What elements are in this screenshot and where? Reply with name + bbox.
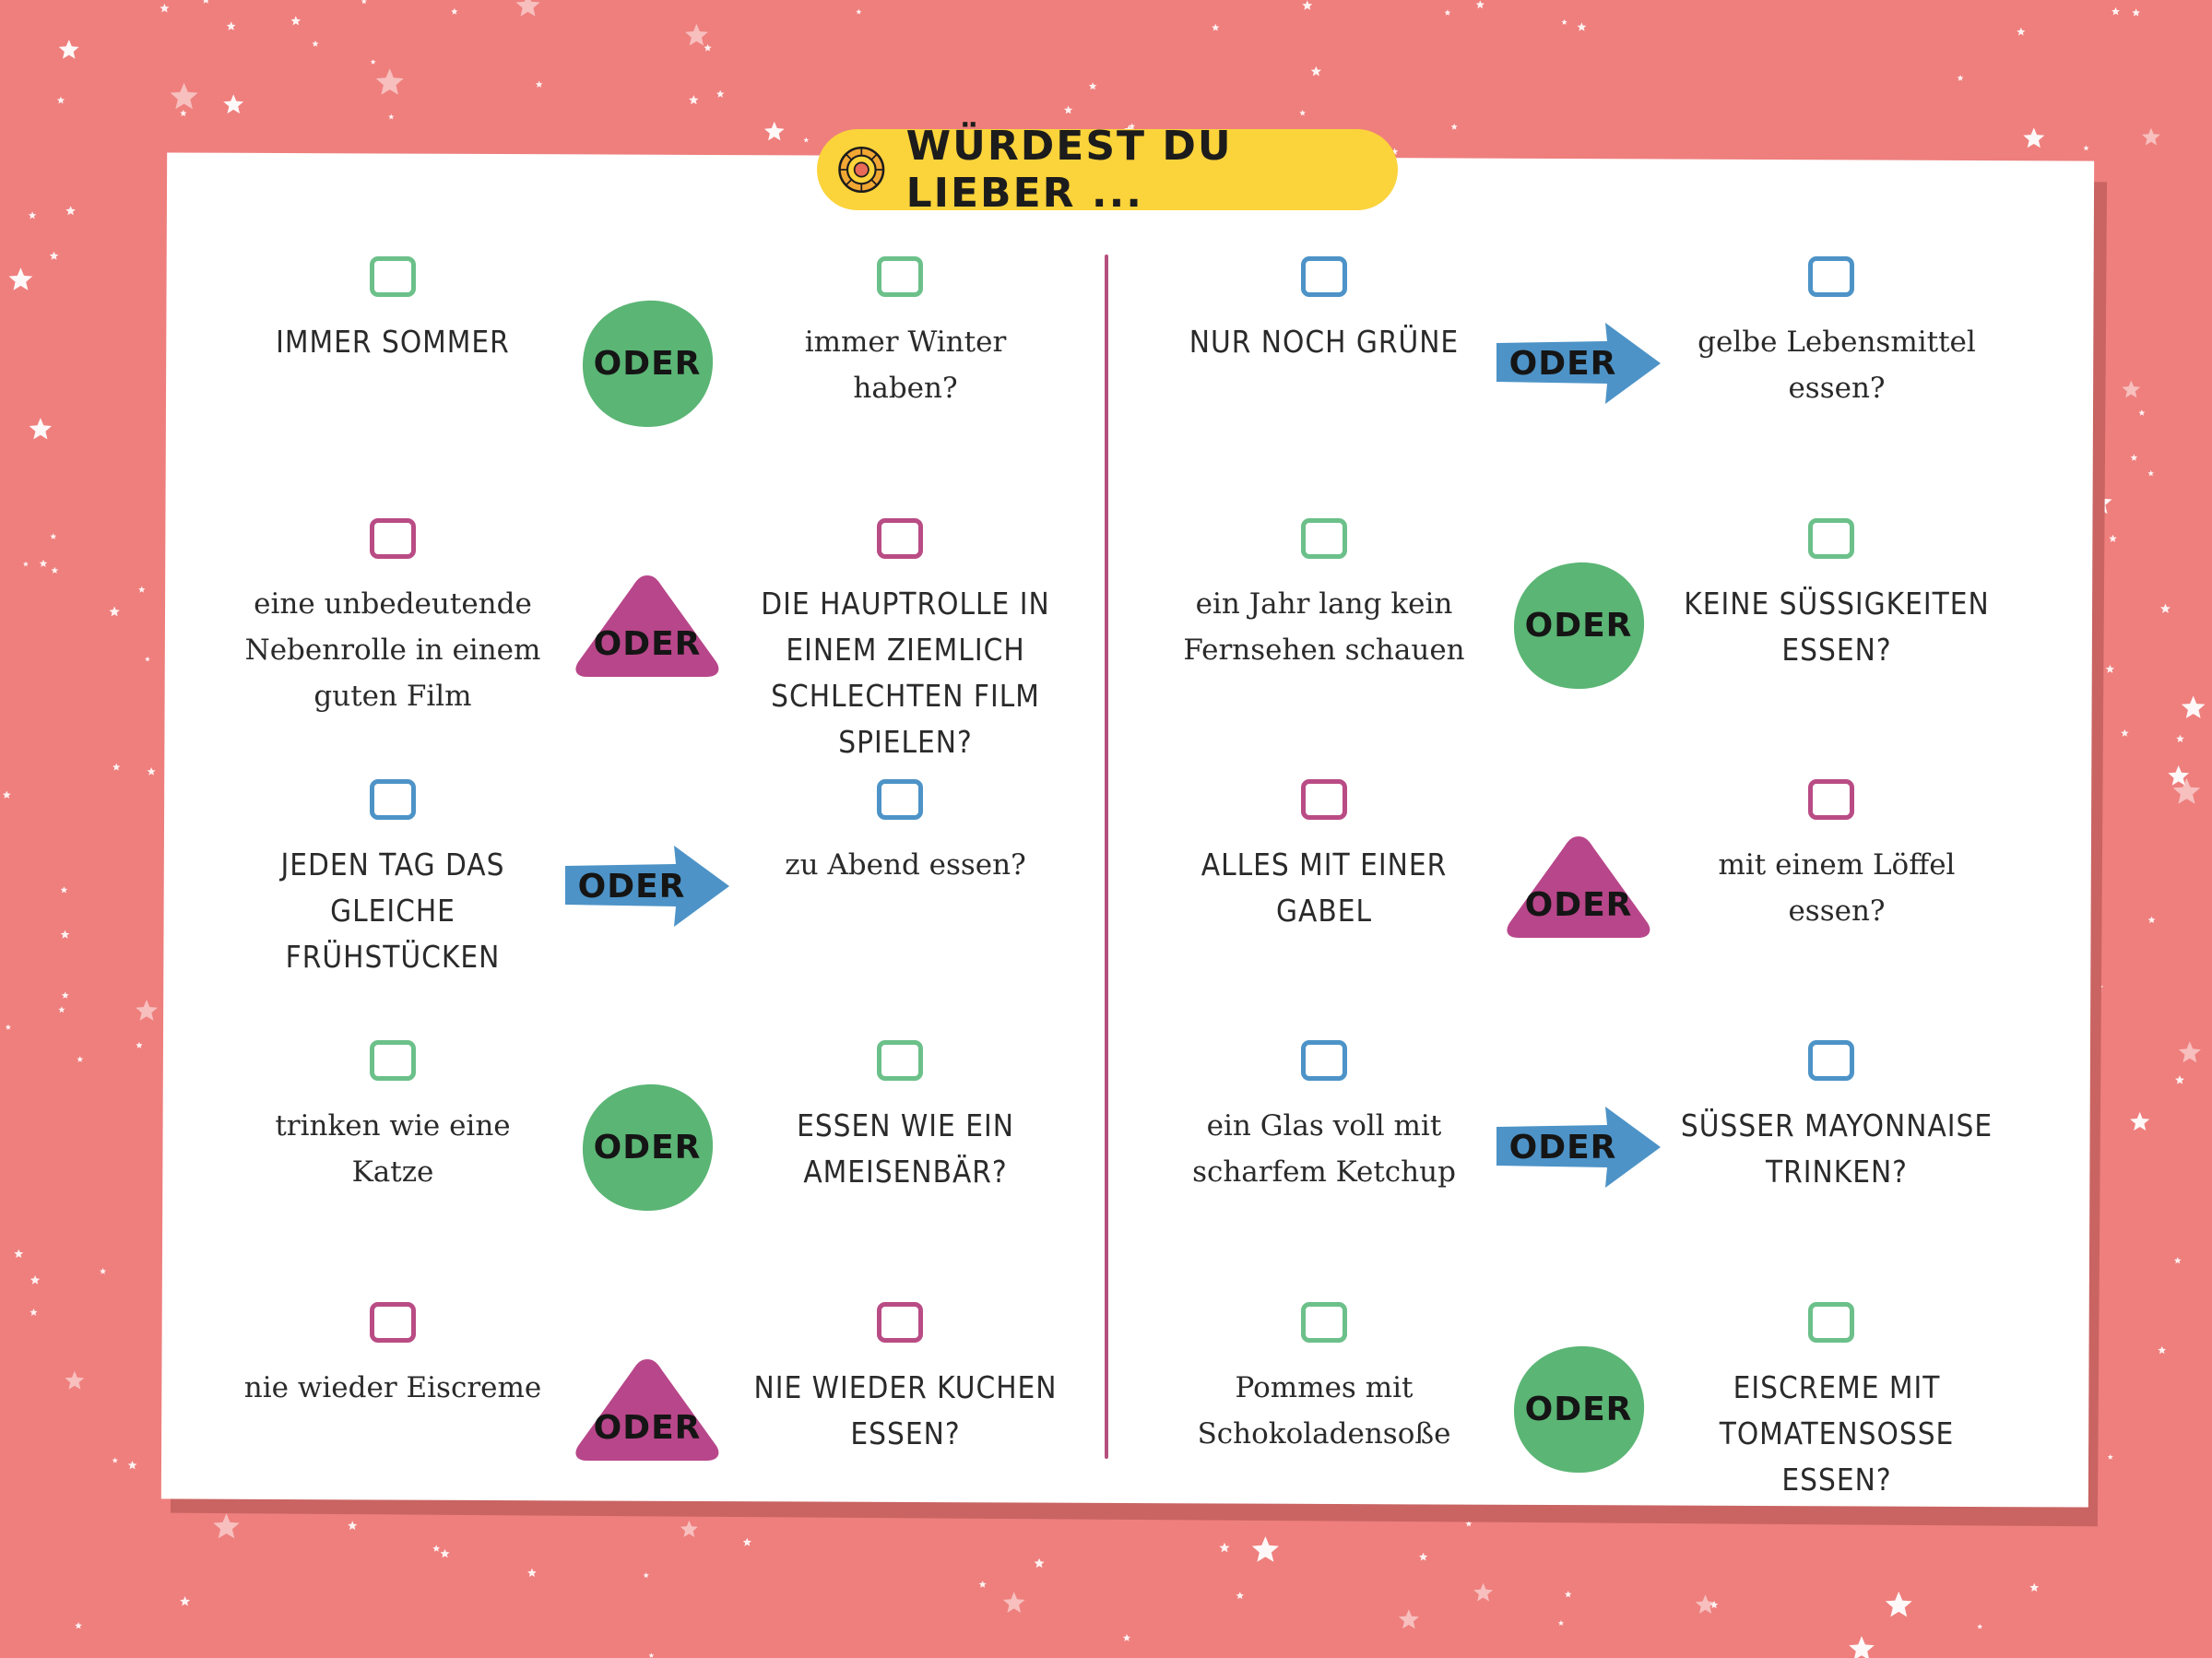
oder-label: ODER bbox=[1524, 885, 1633, 924]
oder-label: ODER bbox=[1508, 344, 1617, 383]
question-row: eine unbedeutende Nebenrolle in einem gu… bbox=[214, 516, 1228, 760]
option-a-text: trinken wie eine Katze bbox=[275, 1109, 511, 1189]
oder-label: ODER bbox=[593, 1128, 702, 1167]
option-a-text: Pommes mit Schokoladensoße bbox=[1197, 1371, 1451, 1451]
oder-label: ODER bbox=[593, 624, 702, 663]
option-a-checkbox[interactable] bbox=[370, 1302, 416, 1343]
option-a-checkbox[interactable] bbox=[370, 518, 416, 559]
option-b-text: SÜSSER MAYONNAISE TRINKEN? bbox=[1680, 1107, 1993, 1190]
option-a-checkbox[interactable] bbox=[1301, 1040, 1347, 1081]
option-a-text: NUR NOCH GRÜNE bbox=[1189, 324, 1460, 360]
option-a-checkbox[interactable] bbox=[1301, 256, 1347, 297]
option-b-text: mit einem Löffel essen? bbox=[1718, 848, 1956, 928]
sun-icon bbox=[838, 146, 885, 194]
option-b-text: NIE WIEDER KUCHEN ESSEN? bbox=[753, 1369, 1058, 1451]
question-row: ein Jahr lang kein Fernsehen schauen KEIN… bbox=[1145, 516, 2159, 747]
oder-label: ODER bbox=[593, 1408, 702, 1447]
oder-arrow-badge: ODER bbox=[563, 844, 731, 929]
option-a-text: JEDEN TAG DAS GLEICHE FRÜHSTÜCKEN bbox=[280, 847, 505, 975]
question-row: ein Glas voll mit scharfem Ketchup SÜSSER… bbox=[1145, 1038, 2159, 1269]
option-a-text: eine unbedeutende Nebenrolle in einem gu… bbox=[244, 587, 541, 713]
column-divider bbox=[1105, 255, 1108, 1459]
option-b-text: immer Winter haben? bbox=[804, 326, 1007, 405]
option-a-checkbox[interactable] bbox=[1301, 779, 1347, 820]
option-a-text: ein Glas voll mit scharfem Ketchup bbox=[1192, 1109, 1456, 1189]
question-row: IMMER SOMMER immer Winter haben? ODER bbox=[214, 255, 1228, 485]
option-a-checkbox[interactable] bbox=[1301, 1302, 1347, 1343]
oder-label: ODER bbox=[1524, 1390, 1633, 1428]
oder-circle-badge: ODER bbox=[1509, 559, 1648, 693]
oder-arrow-badge: ODER bbox=[1495, 321, 1662, 406]
option-a-checkbox[interactable] bbox=[370, 256, 416, 297]
oder-triangle-badge: ODER bbox=[573, 1354, 722, 1464]
oder-label: ODER bbox=[593, 344, 702, 383]
oder-triangle-badge: ODER bbox=[1504, 831, 1653, 942]
option-b-text: EISCREME MIT TOMATENSOSSE ESSEN? bbox=[1719, 1369, 1955, 1498]
option-b-checkbox[interactable] bbox=[877, 1302, 923, 1343]
question-row: nie wieder Eiscreme NIE WIEDER KUCHEN ESS… bbox=[214, 1300, 1228, 1531]
option-a-text: ALLES MIT EINER GABEL bbox=[1201, 847, 1448, 929]
option-a-text: nie wieder Eiscreme bbox=[243, 1371, 542, 1404]
option-b-text: ESSEN WIE EIN AMEISENBÄR? bbox=[797, 1107, 1014, 1190]
option-b-text: DIE HAUPTROLLE IN EINEM ZIEMLICH SCHLECH… bbox=[761, 586, 1050, 760]
page-title: WÜRDEST DU LIEBER ... bbox=[905, 123, 1233, 217]
option-a-text: IMMER SOMMER bbox=[276, 324, 510, 360]
oder-label: ODER bbox=[1524, 606, 1633, 645]
question-row: JEDEN TAG DAS GLEICHE FRÜHSTÜCKEN zu Aben… bbox=[214, 777, 1228, 1008]
oder-circle-badge: ODER bbox=[578, 297, 716, 431]
question-row: ALLES MIT EINER GABEL mit einem Löffel es… bbox=[1145, 777, 2159, 1008]
option-b-checkbox[interactable] bbox=[1808, 518, 1854, 559]
option-b-text: zu Abend essen? bbox=[785, 848, 1026, 882]
option-b-checkbox[interactable] bbox=[877, 779, 923, 820]
title-banner: WÜRDEST DU LIEBER ... bbox=[817, 123, 1398, 217]
option-b-checkbox[interactable] bbox=[877, 518, 923, 559]
question-row: NUR NOCH GRÜNE gelbe Lebensmittel essen? O… bbox=[1145, 255, 2159, 485]
oder-label: ODER bbox=[577, 867, 686, 906]
option-b-checkbox[interactable] bbox=[1808, 1040, 1854, 1081]
question-row: Pommes mit Schokoladensoße EISCREME MIT T… bbox=[1145, 1300, 2159, 1531]
oder-label: ODER bbox=[1508, 1128, 1617, 1167]
oder-circle-badge: ODER bbox=[1509, 1343, 1648, 1476]
option-b-checkbox[interactable] bbox=[877, 1040, 923, 1081]
option-a-text: ein Jahr lang kein Fernsehen schauen bbox=[1183, 587, 1465, 667]
oder-arrow-badge: ODER bbox=[1495, 1105, 1662, 1190]
oder-circle-badge: ODER bbox=[578, 1081, 716, 1214]
option-a-checkbox[interactable] bbox=[370, 1040, 416, 1081]
option-b-checkbox[interactable] bbox=[1808, 256, 1854, 297]
option-a-checkbox[interactable] bbox=[1301, 518, 1347, 559]
option-b-checkbox[interactable] bbox=[1808, 779, 1854, 820]
option-b-text: gelbe Lebensmittel essen? bbox=[1697, 326, 1976, 405]
option-a-checkbox[interactable] bbox=[370, 779, 416, 820]
option-b-checkbox[interactable] bbox=[1808, 1302, 1854, 1343]
option-b-checkbox[interactable] bbox=[877, 256, 923, 297]
question-row: trinken wie eine Katze ESSEN WIE EIN AMEI… bbox=[214, 1038, 1228, 1269]
oder-triangle-badge: ODER bbox=[573, 570, 722, 681]
option-b-text: KEINE SÜSSIGKEITEN ESSEN? bbox=[1684, 586, 1990, 668]
